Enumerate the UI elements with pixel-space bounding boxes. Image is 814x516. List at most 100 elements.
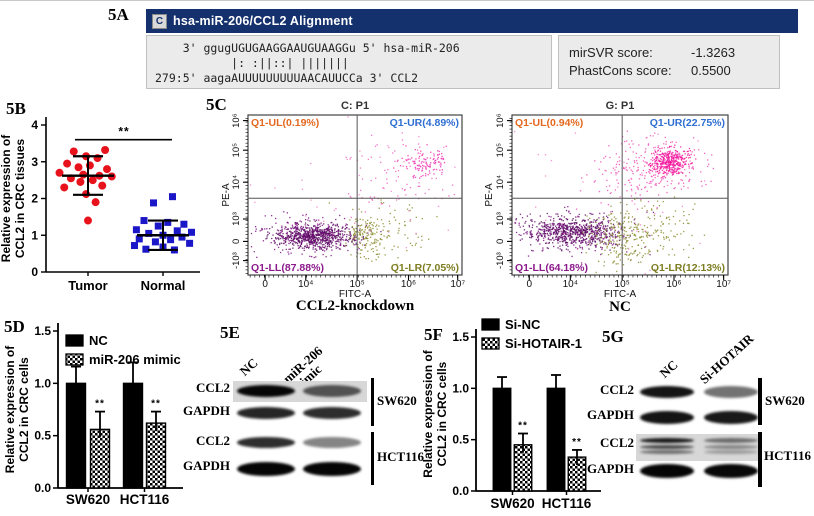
protein-band	[237, 407, 295, 419]
protein-band	[303, 385, 361, 397]
protein-band	[237, 385, 295, 397]
blot-e-group-hct116: HCT116	[377, 449, 424, 464]
svg-text:10⁵: 10⁵	[495, 143, 506, 158]
svg-text:**: **	[151, 399, 161, 410]
bar-chart-si-hotair: 0.0 0.5 1.0 1.5 ** ** Si-NC Si-HOTAIR-1 SW620 HCT…	[421, 317, 601, 511]
svg-text:PE-A: PE-A	[222, 183, 232, 207]
blot-e-group-sw620: SW620	[377, 393, 417, 408]
svg-text:10³: 10³	[495, 212, 506, 226]
svg-text:Relative expression of: Relative expression of	[421, 349, 435, 477]
svg-text:miR-206 mimic: miR-206 mimic	[89, 352, 181, 367]
protein-band	[704, 450, 758, 454]
panel-label-5e: 5E	[220, 323, 240, 342]
svg-text:10³: 10³	[231, 212, 242, 226]
svg-text:10⁴: 10⁴	[563, 279, 578, 290]
mirsvr-score-row: mirSVR score: -1.3263	[569, 44, 779, 62]
phastcons-score-value: 0.5500	[691, 63, 731, 78]
svg-text:10⁶: 10⁶	[495, 113, 506, 128]
protein-band	[640, 438, 694, 443]
blot-g-bracket-hct116	[758, 432, 762, 487]
svg-text:CCL2 in CRC cells: CCL2 in CRC cells	[435, 361, 449, 466]
svg-text:Tumor: Tumor	[68, 278, 107, 293]
svg-text:10⁶: 10⁶	[231, 113, 242, 128]
svg-text:0.0: 0.0	[34, 481, 51, 495]
quadrant-label: Q1-UR(22.75%)	[650, 117, 725, 129]
quadrant-label: Q1-LR(7.05%)	[391, 262, 459, 274]
blot-e-lane-label-nc: NC	[236, 355, 261, 379]
protein-band	[704, 411, 758, 424]
blot-e-row-label-gapdh-2: GAPDH	[183, 458, 230, 473]
panel-label-5b: 5B	[6, 99, 26, 118]
svg-text:-10³: -10³	[495, 252, 506, 269]
svg-text:2: 2	[31, 192, 38, 206]
alignment-sequences: 3' ggugUGUGAAGGAAUGUAAGGu 5' hsa-miR-206…	[155, 41, 460, 85]
quadrant-label: Q1-UR(4.89%)	[390, 117, 459, 129]
blot-g-row-label-ccl2-1: CCL2	[600, 382, 634, 397]
protein-band	[704, 445, 758, 449]
blot-e-row-label-ccl2-2: CCL2	[196, 433, 230, 448]
svg-text:10⁷: 10⁷	[716, 279, 731, 290]
alignment-sequence-box: 3' ggugUGUGAAGGAAUGUAAGGu 5' hsa-miR-206…	[146, 35, 552, 89]
svg-text:**: **	[572, 437, 582, 448]
phastcons-score-label: PhastCons score:	[569, 63, 672, 78]
panel-label-5f: 5F	[424, 325, 443, 344]
svg-text:10⁵: 10⁵	[349, 279, 364, 290]
svg-text:G: P1: G: P1	[606, 100, 635, 112]
svg-text:1: 1	[31, 228, 38, 242]
svg-text:CCL2 in CRC tissues: CCL2 in CRC tissues	[13, 138, 27, 258]
blot-g-lane-area	[636, 377, 762, 491]
svg-text:0: 0	[31, 265, 38, 279]
protein-band	[303, 462, 361, 476]
phastcons-score-row: PhastCons score: 0.5500	[569, 62, 779, 80]
svg-text:SW620: SW620	[66, 492, 110, 507]
protein-band	[303, 437, 361, 448]
svg-text:1.5: 1.5	[34, 324, 51, 338]
svg-text:10⁵: 10⁵	[231, 143, 242, 158]
svg-text:10⁷: 10⁷	[450, 279, 465, 290]
blot-g-group-hct116: HCT116	[764, 448, 811, 463]
alignment-title: hsa-miR-206/CCL2 Alignment	[173, 14, 353, 28]
svg-text:3: 3	[31, 155, 38, 169]
svg-text:10⁴: 10⁴	[495, 175, 506, 190]
panel-label-5a: 5A	[108, 5, 129, 24]
svg-text:CCL2-knockdown: CCL2-knockdown	[296, 298, 415, 313]
svg-text:1.0: 1.0	[34, 376, 51, 390]
blot-g-row-label-gapdh-1: GAPDH	[587, 407, 634, 422]
svg-text:PE-A: PE-A	[484, 183, 495, 207]
tumor-normal-scatter-chart: 0 1 2 3 4 Relative expression of CCL2 in CRC t…	[0, 117, 200, 293]
blot-e-bracket-sw620	[371, 378, 374, 426]
quadrant-label: Q1-LL(64.18%)	[515, 262, 588, 274]
svg-text:Si-HOTAIR-1: Si-HOTAIR-1	[505, 336, 582, 351]
panel-label-5c: 5C	[206, 95, 227, 114]
protein-band	[640, 386, 694, 398]
svg-text:10⁶: 10⁶	[666, 279, 681, 290]
svg-text:10⁵: 10⁵	[615, 279, 630, 290]
blot-g-group-sw620: SW620	[765, 393, 805, 408]
flow-cytometry-plot-nc: G: P1 Q1-UL(0.94%) Q1-UR(22.75%) Q1-LL(64.1…	[484, 100, 731, 313]
svg-text:10⁴: 10⁴	[298, 279, 313, 290]
svg-text:NC: NC	[609, 299, 631, 313]
blot-g-row-label-ccl2-2: CCL2	[600, 435, 634, 450]
protein-band	[640, 450, 694, 454]
svg-text:Si-NC: Si-NC	[505, 317, 541, 332]
quadrant-label: Q1-LL(87.88%)	[251, 262, 324, 274]
blot-g-bracket-sw620	[758, 378, 762, 425]
svg-text:Normal: Normal	[141, 278, 186, 293]
svg-text:4: 4	[31, 118, 38, 132]
svg-text:Relative expression of: Relative expression of	[3, 345, 17, 473]
protein-band	[640, 464, 694, 478]
svg-text:0: 0	[231, 239, 242, 244]
blot-e-lane-area	[233, 377, 369, 489]
svg-text:1.5: 1.5	[452, 330, 469, 344]
svg-text:SW620: SW620	[490, 496, 534, 511]
protein-band	[704, 386, 758, 398]
svg-text:1.0: 1.0	[452, 381, 469, 395]
svg-text:0: 0	[262, 279, 268, 290]
svg-text:NC: NC	[89, 333, 108, 348]
quadrant-label: Q1-UL(0.94%)	[515, 117, 583, 129]
svg-text:0: 0	[495, 239, 506, 244]
score-box: mirSVR score: -1.3263 PhastCons score: 0…	[558, 35, 780, 89]
protein-band	[640, 411, 694, 424]
svg-text:10⁴: 10⁴	[231, 175, 242, 190]
